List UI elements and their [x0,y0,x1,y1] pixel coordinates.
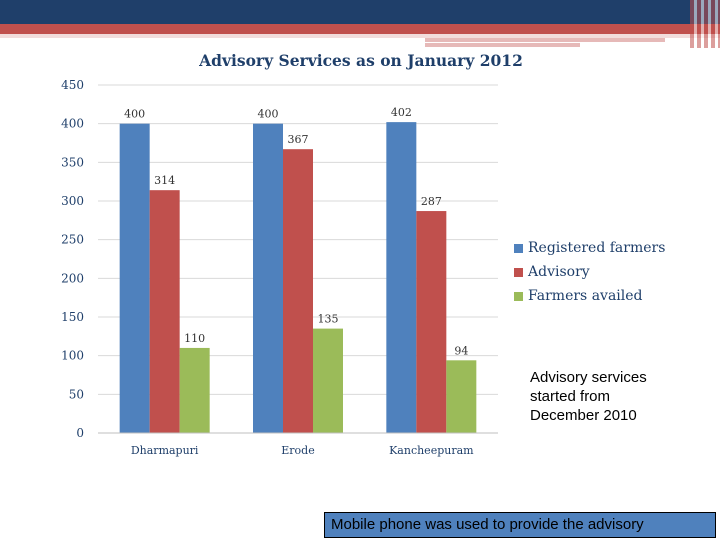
legend-label: Advisory [528,264,590,280]
category-label: Kancheepuram [389,444,474,457]
bar-advisory-erode [283,149,313,434]
footer-caption: Mobile phone was used to provide the adv… [324,512,716,538]
y-tick-label: 350 [61,155,84,169]
y-tick-label: 250 [61,233,84,247]
bars [119,122,477,434]
y-tick-label: 200 [61,271,84,285]
y-tick-label: 300 [61,194,84,208]
top-banner-bar [0,0,720,24]
legend-item-advisory: Advisory [514,260,665,284]
data-label: 400 [124,108,145,121]
legend-item-registered: Registered farmers [514,236,665,260]
legend-swatch [514,243,523,253]
bar-advisory-kancheepuram [416,211,447,433]
legend-label: Registered farmers [528,240,666,256]
decorative-stripe [0,34,720,38]
y-tick-label: 100 [61,349,84,363]
bar-registered-farmers-erode [253,123,283,434]
y-tick-label: 50 [69,387,84,401]
bar-registered-farmers-dharmapuri [119,123,150,434]
category-label: Dharmapuri [131,444,199,457]
y-tick-label: 400 [61,117,84,131]
legend-label: Farmers availed [528,288,643,304]
bar-farmers-availed-kancheepuram [446,360,477,433]
chart-legend: Registered farmers Advisory Farmers avai… [514,236,665,308]
top-accent-stripe [0,24,720,34]
decorative-stripe [425,38,665,42]
data-label: 94 [454,344,468,357]
data-label: 135 [318,313,339,326]
legend-item-availed: Farmers availed [514,284,665,308]
bar-farmers-availed-dharmapuri [179,347,210,433]
y-tick-label: 450 [61,78,84,92]
data-labels: 400 314 110 400 367 135 402 287 94 [124,106,468,357]
decorative-stripe [425,43,580,47]
corner-decoration [690,0,720,48]
data-label: 110 [184,332,205,345]
y-tick-label: 150 [61,310,84,324]
bar-advisory-dharmapuri [149,190,180,433]
data-label: 287 [421,195,442,208]
category-label: Erode [281,444,314,457]
advisory-start-note: Advisory services started from December … [530,369,647,424]
y-tick-label: 0 [76,426,84,440]
data-label: 367 [288,133,309,146]
chart-title: Advisory Services as on January 2012 [198,51,523,70]
legend-swatch [514,267,523,277]
y-axis-ticks: 0 50 100 150 200 250 300 350 400 450 [61,78,84,440]
legend-swatch [514,291,523,301]
data-label: 314 [154,174,175,187]
bar-registered-farmers-kancheepuram [386,122,417,434]
category-labels: Dharmapuri Erode Kancheepuram [131,444,474,457]
data-label: 402 [391,106,412,119]
bar-farmers-availed-erode [313,328,343,433]
data-label: 400 [258,108,279,121]
